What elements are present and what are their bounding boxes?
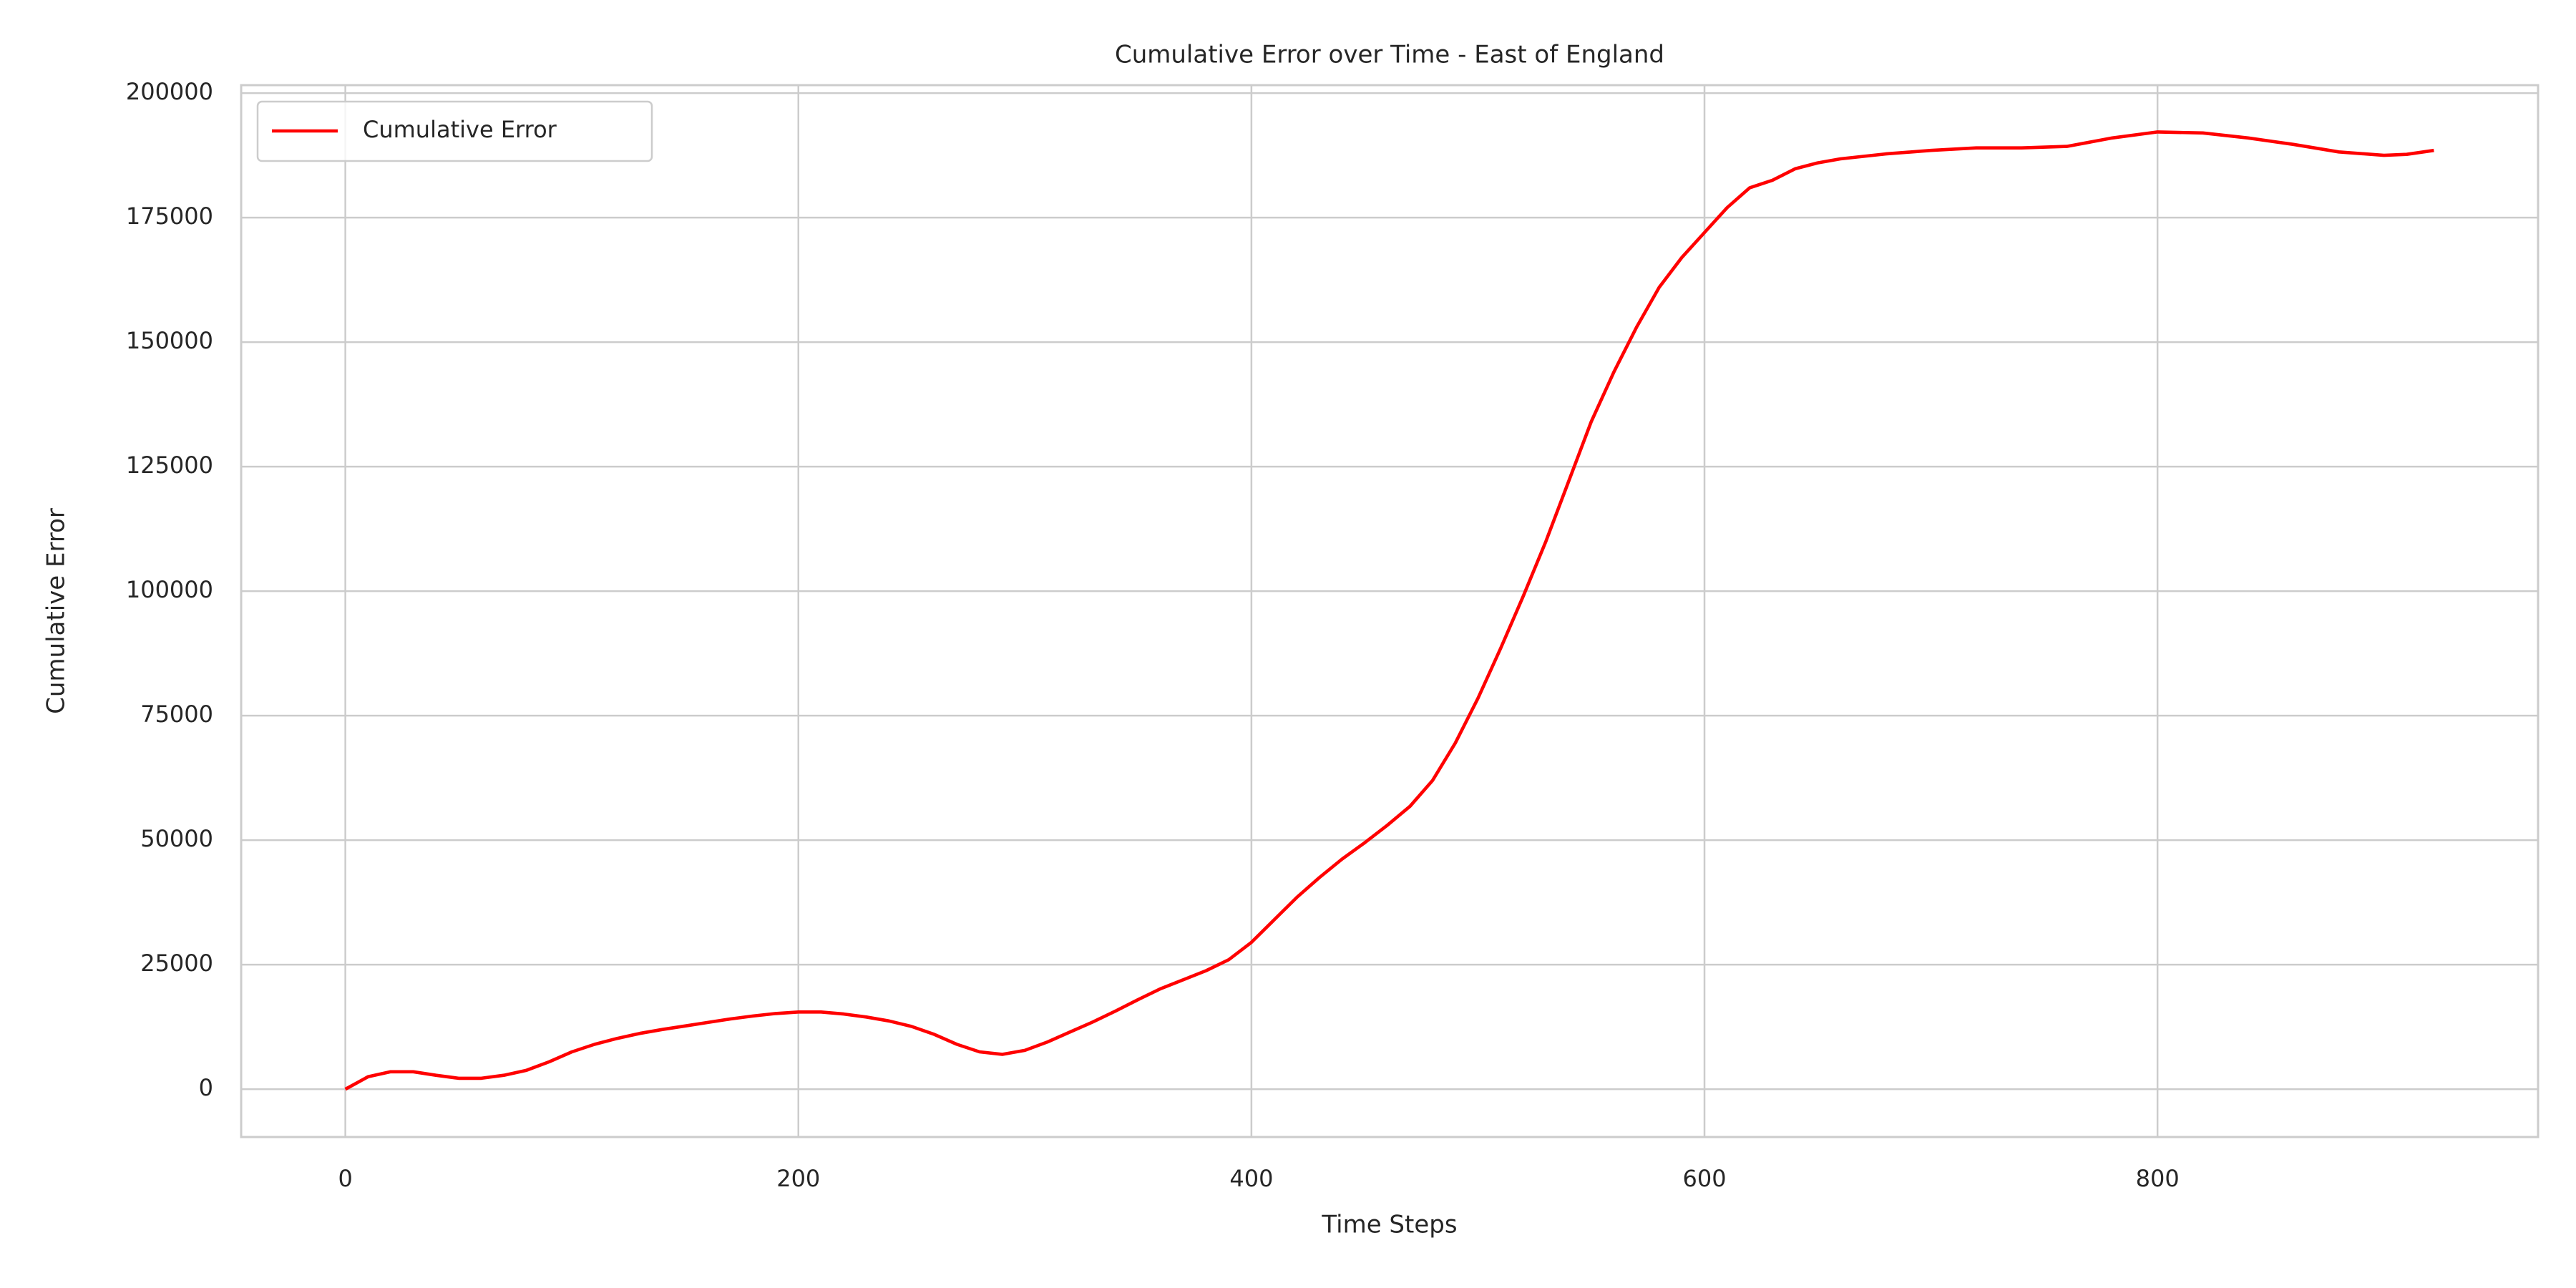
y-tick-label: 150000 [126, 327, 213, 354]
x-tick-label: 0 [338, 1165, 352, 1192]
y-tick-label: 175000 [126, 203, 213, 230]
y-tick-label: 25000 [140, 950, 213, 977]
x-axis-label: Time Steps [1321, 1211, 1457, 1239]
y-tick-label: 75000 [140, 701, 213, 728]
x-tick-label: 400 [1229, 1165, 1273, 1192]
y-tick-label: 100000 [126, 576, 213, 603]
data-line [344, 130, 2434, 1091]
plot-frame [240, 84, 2540, 1138]
legend-label: Cumulative Error [363, 116, 557, 143]
chart-title: Cumulative Error over Time - East of Eng… [1115, 41, 1664, 69]
x-tick-label: 600 [1682, 1165, 1726, 1192]
y-tick-label: 0 [199, 1074, 213, 1101]
y-tick-label: 200000 [126, 78, 213, 105]
x-tick-label: 200 [776, 1165, 820, 1192]
legend-box [256, 100, 653, 162]
y-tick-label: 50000 [140, 825, 213, 852]
x-tick-label: 800 [2136, 1165, 2180, 1192]
y-tick-label: 125000 [126, 452, 213, 479]
y-axis-label: Cumulative Error [42, 508, 71, 714]
